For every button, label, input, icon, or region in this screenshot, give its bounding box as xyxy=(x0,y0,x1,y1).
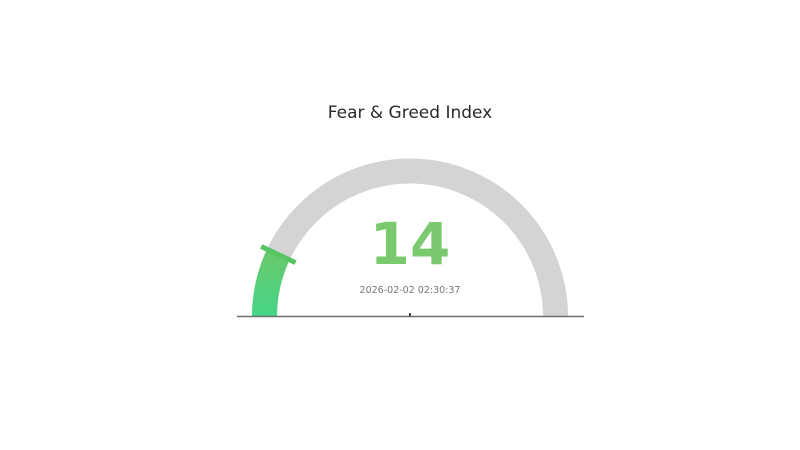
gauge-threshold-marker xyxy=(260,244,297,265)
chart-title: Fear & Greed Index xyxy=(327,103,493,123)
gauge-timestamp: 2026-02-02 02:30:37 xyxy=(359,285,461,296)
gauge-value-label: 14 xyxy=(369,210,451,278)
gauge-track-arc xyxy=(252,158,568,317)
gauge-value-arc xyxy=(252,249,290,317)
